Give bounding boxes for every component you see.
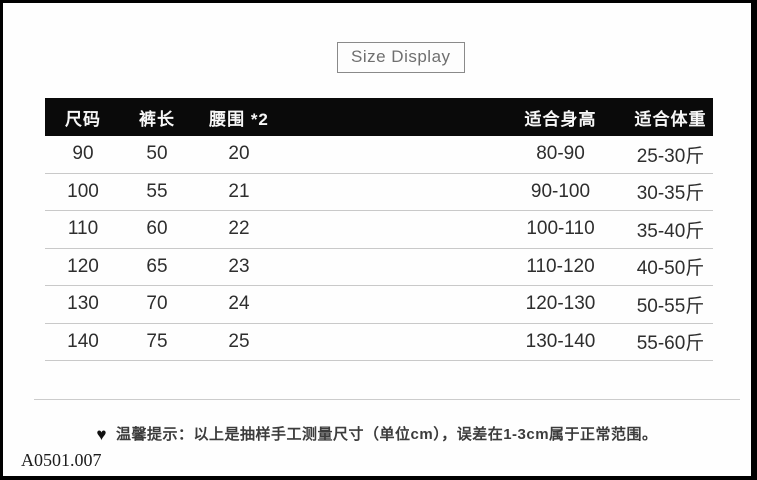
table-row: 140 75 25 130-140 55-60斤 — [45, 324, 713, 361]
cell-waist: 25 — [228, 330, 250, 352]
product-code: A0501.007 — [21, 450, 102, 470]
cell-fit-weight: 40-50斤 — [636, 258, 705, 280]
cell-size: 140 — [67, 330, 99, 352]
warm-tip: ♥ 温馨提示：以上是抽样手工测量尺寸（单位cm），误差在1-3cm属于正常范围。 — [3, 423, 751, 445]
header-waist: 腰围 *2 — [209, 109, 269, 129]
cell-fit-height: 130-140 — [525, 330, 596, 352]
cell-pant-length: 65 — [146, 255, 168, 277]
cell-size: 100 — [67, 180, 99, 202]
header-size: 尺码 — [65, 109, 101, 129]
cell-fit-weight: 35-40斤 — [636, 220, 705, 242]
cell-fit-weight: 55-60斤 — [636, 333, 705, 355]
cell-waist: 22 — [228, 218, 250, 240]
header-pant-length: 裤长 — [139, 109, 175, 129]
size-table: 尺码 裤长 腰围 *2 适合身高 适合体重 90 50 20 80-90 25-… — [45, 98, 713, 361]
table-row: 90 50 20 80-90 25-30斤 — [45, 136, 713, 174]
table-row: 100 55 21 90-100 30-35斤 — [45, 174, 713, 211]
heart-icon: ♥ — [96, 425, 108, 444]
warm-tip-text: 温馨提示：以上是抽样手工测量尺寸（单位cm），误差在1-3cm属于正常范围。 — [116, 426, 658, 443]
cell-pant-length: 60 — [146, 218, 168, 240]
cell-waist: 24 — [228, 293, 250, 315]
cell-waist: 21 — [228, 180, 250, 202]
table-row: 120 65 23 110-120 40-50斤 — [45, 249, 713, 286]
cell-size: 120 — [67, 255, 99, 277]
cell-waist: 23 — [228, 255, 250, 277]
cell-pant-length: 75 — [146, 330, 168, 352]
cell-waist: 20 — [228, 143, 250, 165]
cell-fit-height: 80-90 — [536, 143, 585, 165]
cell-fit-height: 110-120 — [526, 255, 595, 277]
cell-pant-length: 55 — [146, 180, 168, 202]
cell-pant-length: 50 — [146, 143, 168, 165]
cell-size: 110 — [67, 218, 99, 240]
cell-fit-weight: 50-55斤 — [636, 295, 705, 317]
cell-fit-weight: 30-35斤 — [636, 183, 705, 205]
cell-fit-height: 100-110 — [526, 218, 595, 240]
cell-fit-height: 90-100 — [530, 180, 591, 202]
bottom-divider — [34, 399, 740, 400]
table-header-row: 尺码 裤长 腰围 *2 适合身高 适合体重 — [45, 98, 713, 136]
cell-size: 90 — [72, 143, 94, 165]
cell-pant-length: 70 — [146, 293, 168, 315]
cell-fit-height: 120-130 — [525, 293, 596, 315]
table-row: 110 60 22 100-110 35-40斤 — [45, 211, 713, 249]
table-row: 130 70 24 120-130 50-55斤 — [45, 286, 713, 324]
cell-fit-weight: 25-30斤 — [636, 145, 705, 167]
header-fit-weight: 适合体重 — [634, 109, 707, 129]
header-fit-height: 适合身高 — [524, 109, 597, 129]
cell-size: 130 — [67, 293, 99, 315]
page-title: Size Display — [337, 42, 465, 73]
